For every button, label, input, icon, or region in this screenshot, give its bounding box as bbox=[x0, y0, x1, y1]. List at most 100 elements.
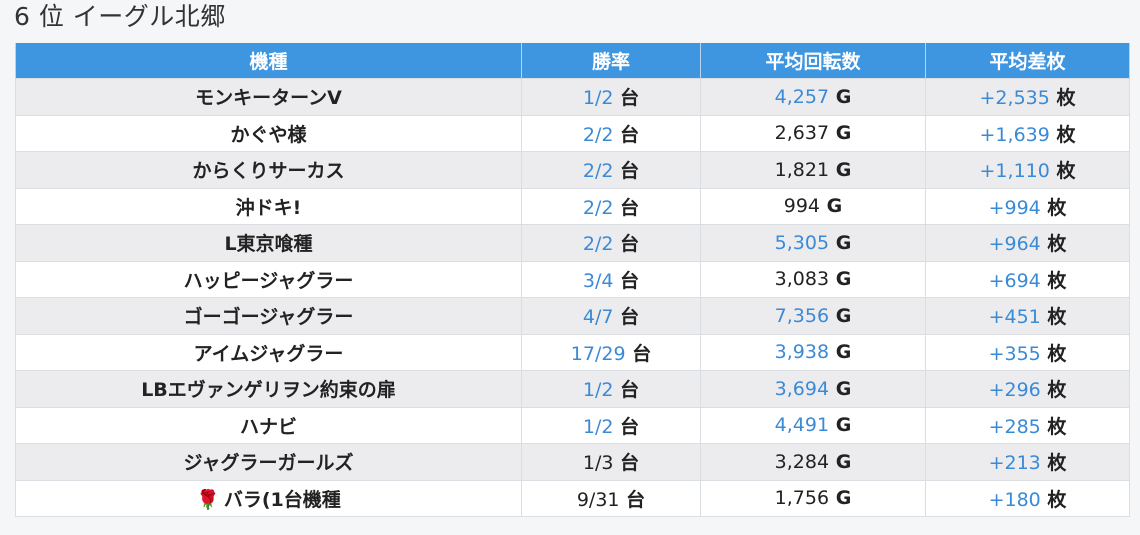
table-row: アイムジャグラー 17/29 台 3,938 G +355 枚 bbox=[15, 333, 1130, 371]
cell-avg-diff-unit: 枚 bbox=[1047, 488, 1067, 511]
cell-avg-diff: +1,110 枚 bbox=[925, 151, 1130, 189]
cell-model: 🌹 バラ(1台機種 bbox=[15, 479, 522, 517]
cell-avg-rotation: 1,821 G bbox=[700, 151, 926, 189]
cell-avg-rotation: 3,938 G bbox=[700, 333, 926, 371]
cell-win-rate-unit: 台 bbox=[620, 452, 640, 475]
cell-avg-rotation-value[interactable]: 4,491 bbox=[774, 414, 830, 437]
cell-win-rate-value[interactable]: 2/2 bbox=[582, 233, 614, 256]
cell-win-rate-unit: 台 bbox=[620, 87, 640, 110]
cell-avg-diff: +964 枚 bbox=[925, 224, 1130, 262]
table-header-row: 機種 勝率 平均回転数 平均差枚 bbox=[15, 43, 1130, 79]
cell-avg-diff-value[interactable]: +2,535 bbox=[979, 87, 1050, 110]
cell-win-rate-unit: 台 bbox=[620, 379, 640, 402]
cell-avg-diff-value[interactable]: +1,110 bbox=[979, 160, 1050, 183]
rose-icon: 🌹 bbox=[196, 488, 220, 511]
model-name: かぐや様 bbox=[230, 123, 307, 146]
cell-avg-diff-value[interactable]: +180 bbox=[988, 488, 1041, 511]
cell-avg-diff-unit: 枚 bbox=[1056, 123, 1076, 146]
cell-win-rate-unit: 台 bbox=[626, 488, 646, 511]
table-row: ゴーゴージャグラー 4/7 台 7,356 G +451 枚 bbox=[15, 297, 1130, 335]
cell-win-rate-unit: 台 bbox=[620, 160, 640, 183]
cell-avg-diff-unit: 枚 bbox=[1047, 452, 1067, 475]
cell-avg-diff-value[interactable]: +296 bbox=[988, 379, 1041, 402]
cell-win-rate-value[interactable]: 2/2 bbox=[582, 160, 614, 183]
table-row: ハナビ 1/2 台 4,491 G +285 枚 bbox=[15, 406, 1130, 444]
cell-win-rate-unit: 台 bbox=[620, 233, 640, 256]
cell-avg-rotation-unit: G bbox=[835, 414, 852, 437]
cell-avg-rotation-unit: G bbox=[835, 450, 852, 473]
table-row: 沖ドキ! 2/2 台 994 G +994 枚 bbox=[15, 187, 1130, 225]
cell-avg-rotation-value: 994 bbox=[783, 195, 821, 218]
cell-avg-rotation-unit: G bbox=[835, 85, 852, 108]
cell-avg-diff-unit: 枚 bbox=[1047, 233, 1067, 256]
cell-avg-diff-value[interactable]: +994 bbox=[988, 196, 1041, 219]
cell-avg-rotation-value: 1,821 bbox=[774, 158, 830, 181]
cell-avg-rotation-value[interactable]: 3,694 bbox=[774, 377, 830, 400]
cell-win-rate-value[interactable]: 1/2 bbox=[582, 379, 614, 402]
header-win-rate: 勝率 bbox=[521, 43, 701, 79]
table-row: かぐや様 2/2 台 2,637 G +1,639 枚 bbox=[15, 114, 1130, 152]
cell-avg-rotation-value[interactable]: 5,305 bbox=[774, 231, 830, 254]
cell-avg-rotation-unit: G bbox=[826, 195, 843, 218]
cell-avg-rotation: 1,756 G bbox=[700, 479, 926, 517]
cell-avg-diff-value[interactable]: +1,639 bbox=[979, 123, 1050, 146]
model-name: アイムジャグラー bbox=[193, 342, 344, 365]
cell-avg-diff-unit: 枚 bbox=[1047, 269, 1067, 292]
table-row: 🌹 バラ(1台機種 9/31 台 1,756 G +180 枚 bbox=[15, 479, 1130, 517]
table-row: LBエヴァンゲリヲン約束の扉 1/2 台 3,694 G +296 枚 bbox=[15, 370, 1130, 408]
cell-win-rate-value[interactable]: 2/2 bbox=[582, 196, 614, 219]
cell-avg-rotation-unit: G bbox=[835, 231, 852, 254]
cell-win-rate-unit: 台 bbox=[620, 123, 640, 146]
cell-win-rate: 17/29 台 bbox=[521, 333, 701, 371]
table-row: モンキーターンV 1/2 台 4,257 G +2,535 枚 bbox=[15, 78, 1130, 116]
cell-avg-rotation-value[interactable]: 7,356 bbox=[774, 304, 830, 327]
cell-win-rate: 1/3 台 bbox=[521, 443, 701, 481]
cell-win-rate-value[interactable]: 4/7 bbox=[582, 306, 614, 329]
cell-avg-diff: +296 枚 bbox=[925, 370, 1130, 408]
cell-avg-diff-value[interactable]: +694 bbox=[988, 269, 1041, 292]
cell-avg-diff-value[interactable]: +213 bbox=[988, 452, 1041, 475]
cell-model: モンキーターンV bbox=[15, 78, 522, 116]
cell-avg-rotation: 3,083 G bbox=[700, 260, 926, 298]
cell-model: LBエヴァンゲリヲン約束の扉 bbox=[15, 370, 522, 408]
cell-avg-rotation: 2,637 G bbox=[700, 114, 926, 152]
cell-avg-rotation-value[interactable]: 3,938 bbox=[774, 341, 830, 364]
cell-avg-rotation-value[interactable]: 4,257 bbox=[774, 85, 830, 108]
cell-avg-diff: +994 枚 bbox=[925, 187, 1130, 225]
cell-avg-rotation-value: 3,083 bbox=[774, 268, 830, 291]
model-name: LBエヴァンゲリヲン約束の扉 bbox=[141, 379, 396, 402]
cell-avg-rotation: 4,257 G bbox=[700, 78, 926, 116]
cell-avg-diff-unit: 枚 bbox=[1047, 196, 1067, 219]
cell-win-rate-value[interactable]: 2/2 bbox=[582, 123, 614, 146]
model-name: バラ(1台機種 bbox=[223, 488, 341, 511]
cell-avg-diff-value[interactable]: +451 bbox=[988, 306, 1041, 329]
cell-avg-diff-value[interactable]: +964 bbox=[988, 233, 1041, 256]
cell-win-rate-value[interactable]: 17/29 bbox=[570, 342, 626, 365]
cell-avg-rotation: 4,491 G bbox=[700, 406, 926, 444]
model-name: ゴーゴージャグラー bbox=[183, 306, 354, 329]
cell-win-rate-value[interactable]: 1/2 bbox=[582, 87, 614, 110]
cell-win-rate-value[interactable]: 1/2 bbox=[582, 415, 614, 438]
cell-win-rate-value[interactable]: 3/4 bbox=[582, 269, 614, 292]
cell-model: ジャグラーガールズ bbox=[15, 443, 522, 481]
header-model: 機種 bbox=[15, 43, 522, 79]
model-name: モンキーターンV bbox=[195, 87, 342, 110]
model-name: ハナビ bbox=[239, 415, 297, 438]
cell-avg-diff: +285 枚 bbox=[925, 406, 1130, 444]
page-title: 6 位 イーグル北郷 bbox=[14, 2, 226, 31]
cell-avg-diff-value[interactable]: +285 bbox=[988, 415, 1041, 438]
cell-win-rate: 1/2 台 bbox=[521, 370, 701, 408]
cell-avg-diff: +180 枚 bbox=[925, 479, 1130, 517]
cell-win-rate: 2/2 台 bbox=[521, 151, 701, 189]
cell-win-rate: 1/2 台 bbox=[521, 406, 701, 444]
cell-win-rate: 4/7 台 bbox=[521, 297, 701, 335]
cell-avg-diff-value[interactable]: +355 bbox=[988, 342, 1041, 365]
header-avg-rotation: 平均回転数 bbox=[700, 43, 926, 79]
cell-model: かぐや様 bbox=[15, 114, 522, 152]
cell-avg-rotation: 5,305 G bbox=[700, 224, 926, 262]
ranking-table-container: 機種 勝率 平均回転数 平均差枚 モンキーターンV 1/2 台 4,257 G +2,… bbox=[15, 43, 1130, 517]
cell-avg-diff: +451 枚 bbox=[925, 297, 1130, 335]
cell-avg-diff: +1,639 枚 bbox=[925, 114, 1130, 152]
model-name: ハッピージャグラー bbox=[183, 269, 354, 292]
cell-avg-diff-unit: 枚 bbox=[1047, 415, 1067, 438]
